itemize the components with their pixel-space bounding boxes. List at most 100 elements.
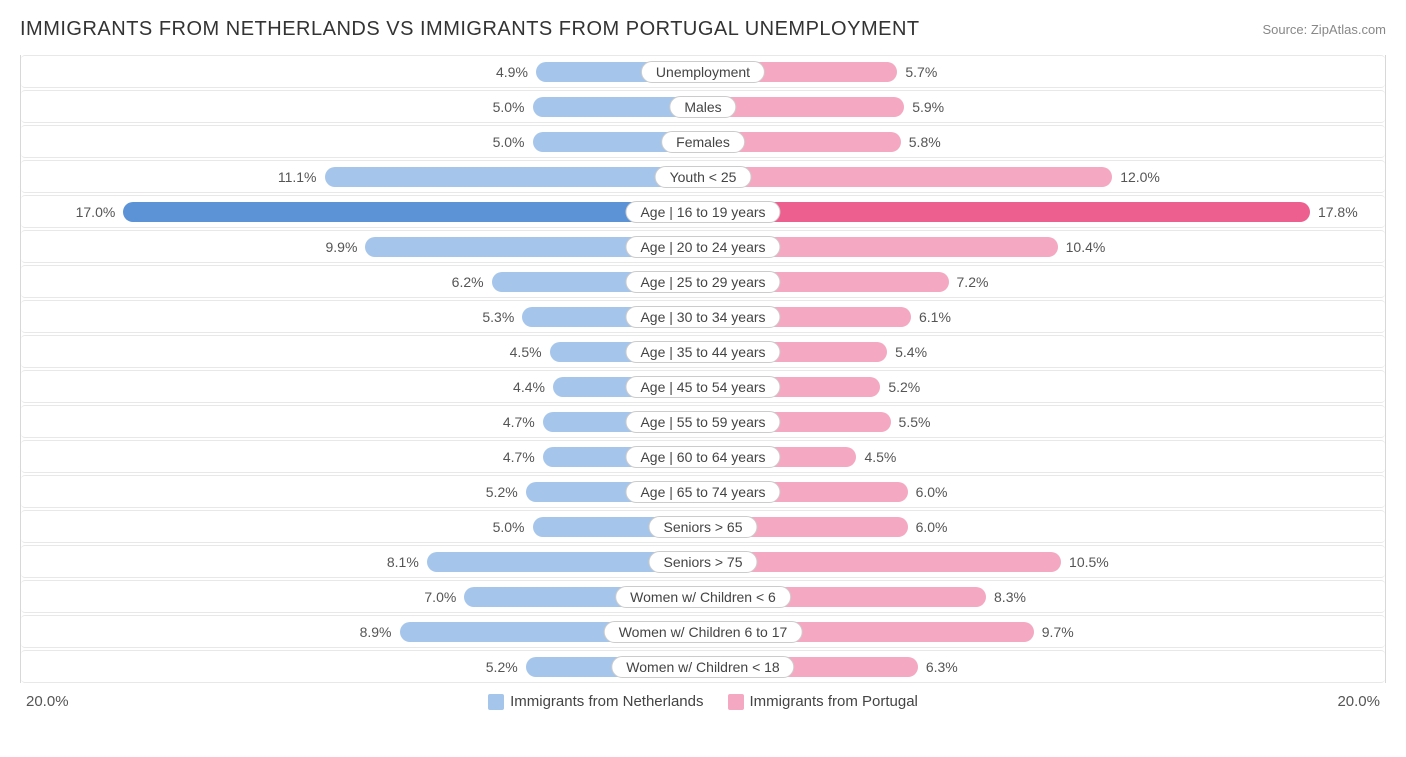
row-left-half: 5.3% [21,301,703,332]
row-category-label: Age | 25 to 29 years [625,271,780,293]
row-right-value: 17.8% [1310,204,1366,220]
row-right-value: 5.9% [904,99,952,115]
row-category-label: Age | 16 to 19 years [625,201,780,223]
legend-swatch-right [728,694,744,710]
row-right-half: 4.5% [703,441,1385,472]
row-left-value: 8.1% [379,554,427,570]
row-left-half: 5.0% [21,91,703,122]
row-left-bar [123,202,703,222]
row-right-half: 12.0% [703,161,1385,192]
row-left-value: 5.0% [485,134,533,150]
axis-max-left: 20.0% [26,693,69,710]
row-left-value: 11.1% [270,169,325,185]
row-left-half: 4.5% [21,336,703,367]
row-left-value: 4.5% [502,344,550,360]
row-left-half: 7.0% [21,581,703,612]
row-right-half: 5.8% [703,126,1385,157]
row-category-label: Unemployment [641,61,765,83]
row-left-value: 8.9% [352,624,400,640]
row-left-half: 4.9% [21,56,703,87]
row-right-half: 5.5% [703,406,1385,437]
row-category-label: Women w/ Children < 18 [611,656,794,678]
row-category-label: Youth < 25 [655,166,752,188]
row-left-half: 5.2% [21,651,703,682]
row-right-value: 6.0% [908,484,956,500]
row-right-bar [703,167,1112,187]
chart-row: 4.4%5.2%Age | 45 to 54 years [21,370,1385,403]
row-right-half: 17.8% [703,196,1385,227]
row-left-value: 5.0% [485,99,533,115]
row-right-half: 5.9% [703,91,1385,122]
row-left-value: 5.3% [474,309,522,325]
legend-swatch-left [488,694,504,710]
row-category-label: Age | 30 to 34 years [625,306,780,328]
chart-row: 11.1% 12.0%Youth < 25 [21,160,1385,193]
row-left-value: 5.2% [478,484,526,500]
row-category-label: Age | 60 to 64 years [625,446,780,468]
row-left-half: 6.2% [21,266,703,297]
row-right-value: 5.2% [880,379,928,395]
legend-label-right: Immigrants from Portugal [750,693,918,710]
row-right-value: 8.3% [986,589,1034,605]
chart-row: 4.7% 5.5%Age | 55 to 59 years [21,405,1385,438]
chart-row: 8.1% 10.5%Seniors > 75 [21,545,1385,578]
chart-row: 5.2%6.0%Age | 65 to 74 years [21,475,1385,508]
row-right-half: 5.2% [703,371,1385,402]
chart-row: 5.0% 6.0%Seniors > 65 [21,510,1385,543]
legend-label-left: Immigrants from Netherlands [510,693,703,710]
row-right-half: 10.5% [703,546,1385,577]
row-left-half: 17.0% [21,196,703,227]
legend: Immigrants from Netherlands Immigrants f… [488,693,918,710]
row-left-half: 11.1% [21,161,703,192]
row-right-value: 5.4% [887,344,935,360]
row-category-label: Age | 20 to 24 years [625,236,780,258]
row-left-half: 5.0% [21,511,703,542]
row-left-value: 9.9% [318,239,366,255]
chart-header: IMMIGRANTS FROM NETHERLANDS VS IMMIGRANT… [20,18,1386,41]
legend-item-right: Immigrants from Portugal [728,693,918,710]
row-category-label: Seniors > 65 [649,516,758,538]
row-right-value: 9.7% [1034,624,1082,640]
row-right-half: 10.4% [703,231,1385,262]
row-left-value: 4.9% [488,64,536,80]
row-left-half: 4.7% [21,441,703,472]
row-left-half: 5.0% [21,126,703,157]
row-left-value: 5.2% [478,659,526,675]
row-category-label: Seniors > 75 [649,551,758,573]
legend-item-left: Immigrants from Netherlands [488,693,703,710]
row-left-half: 8.1% [21,546,703,577]
chart-row: 17.0% 17.8% Age | 16 to 19 years [21,195,1385,228]
chart-row: 5.2% 6.3%Women w/ Children < 18 [21,650,1385,683]
chart-row: 9.9% 10.4% Age | 20 to 24 years [21,230,1385,263]
chart-row: 6.2% 7.2% Age | 25 to 29 years [21,265,1385,298]
row-right-half: 6.3% [703,651,1385,682]
row-right-bar [703,202,1310,222]
row-left-half: 9.9% [21,231,703,262]
row-category-label: Age | 55 to 59 years [625,411,780,433]
chart-row: 4.9%5.7%Unemployment [21,55,1385,88]
row-left-value: 5.0% [485,519,533,535]
row-right-half: 7.2% [703,266,1385,297]
row-right-half: 6.0% [703,511,1385,542]
row-category-label: Women w/ Children < 6 [615,586,791,608]
row-left-half: 5.2% [21,476,703,507]
row-right-value: 5.8% [901,134,949,150]
row-right-value: 10.4% [1058,239,1114,255]
row-category-label: Males [669,96,736,118]
row-left-value: 7.0% [416,589,464,605]
row-category-label: Females [661,131,745,153]
chart-row: 4.5%5.4%Age | 35 to 44 years [21,335,1385,368]
row-right-half: 9.7% [703,616,1385,647]
row-right-value: 7.2% [949,274,997,290]
chart-row: 5.0% 5.9% Males [21,90,1385,123]
row-left-value: 4.7% [495,449,543,465]
row-category-label: Women w/ Children 6 to 17 [604,621,803,643]
row-right-half: 8.3% [703,581,1385,612]
row-right-value: 6.1% [911,309,959,325]
row-left-value: 6.2% [444,274,492,290]
row-right-half: 5.4% [703,336,1385,367]
chart-row: 5.0% 5.8% Females [21,125,1385,158]
row-left-value: 4.7% [495,414,543,430]
chart-row: 4.7% 4.5%Age | 60 to 64 years [21,440,1385,473]
row-left-half: 8.9% [21,616,703,647]
